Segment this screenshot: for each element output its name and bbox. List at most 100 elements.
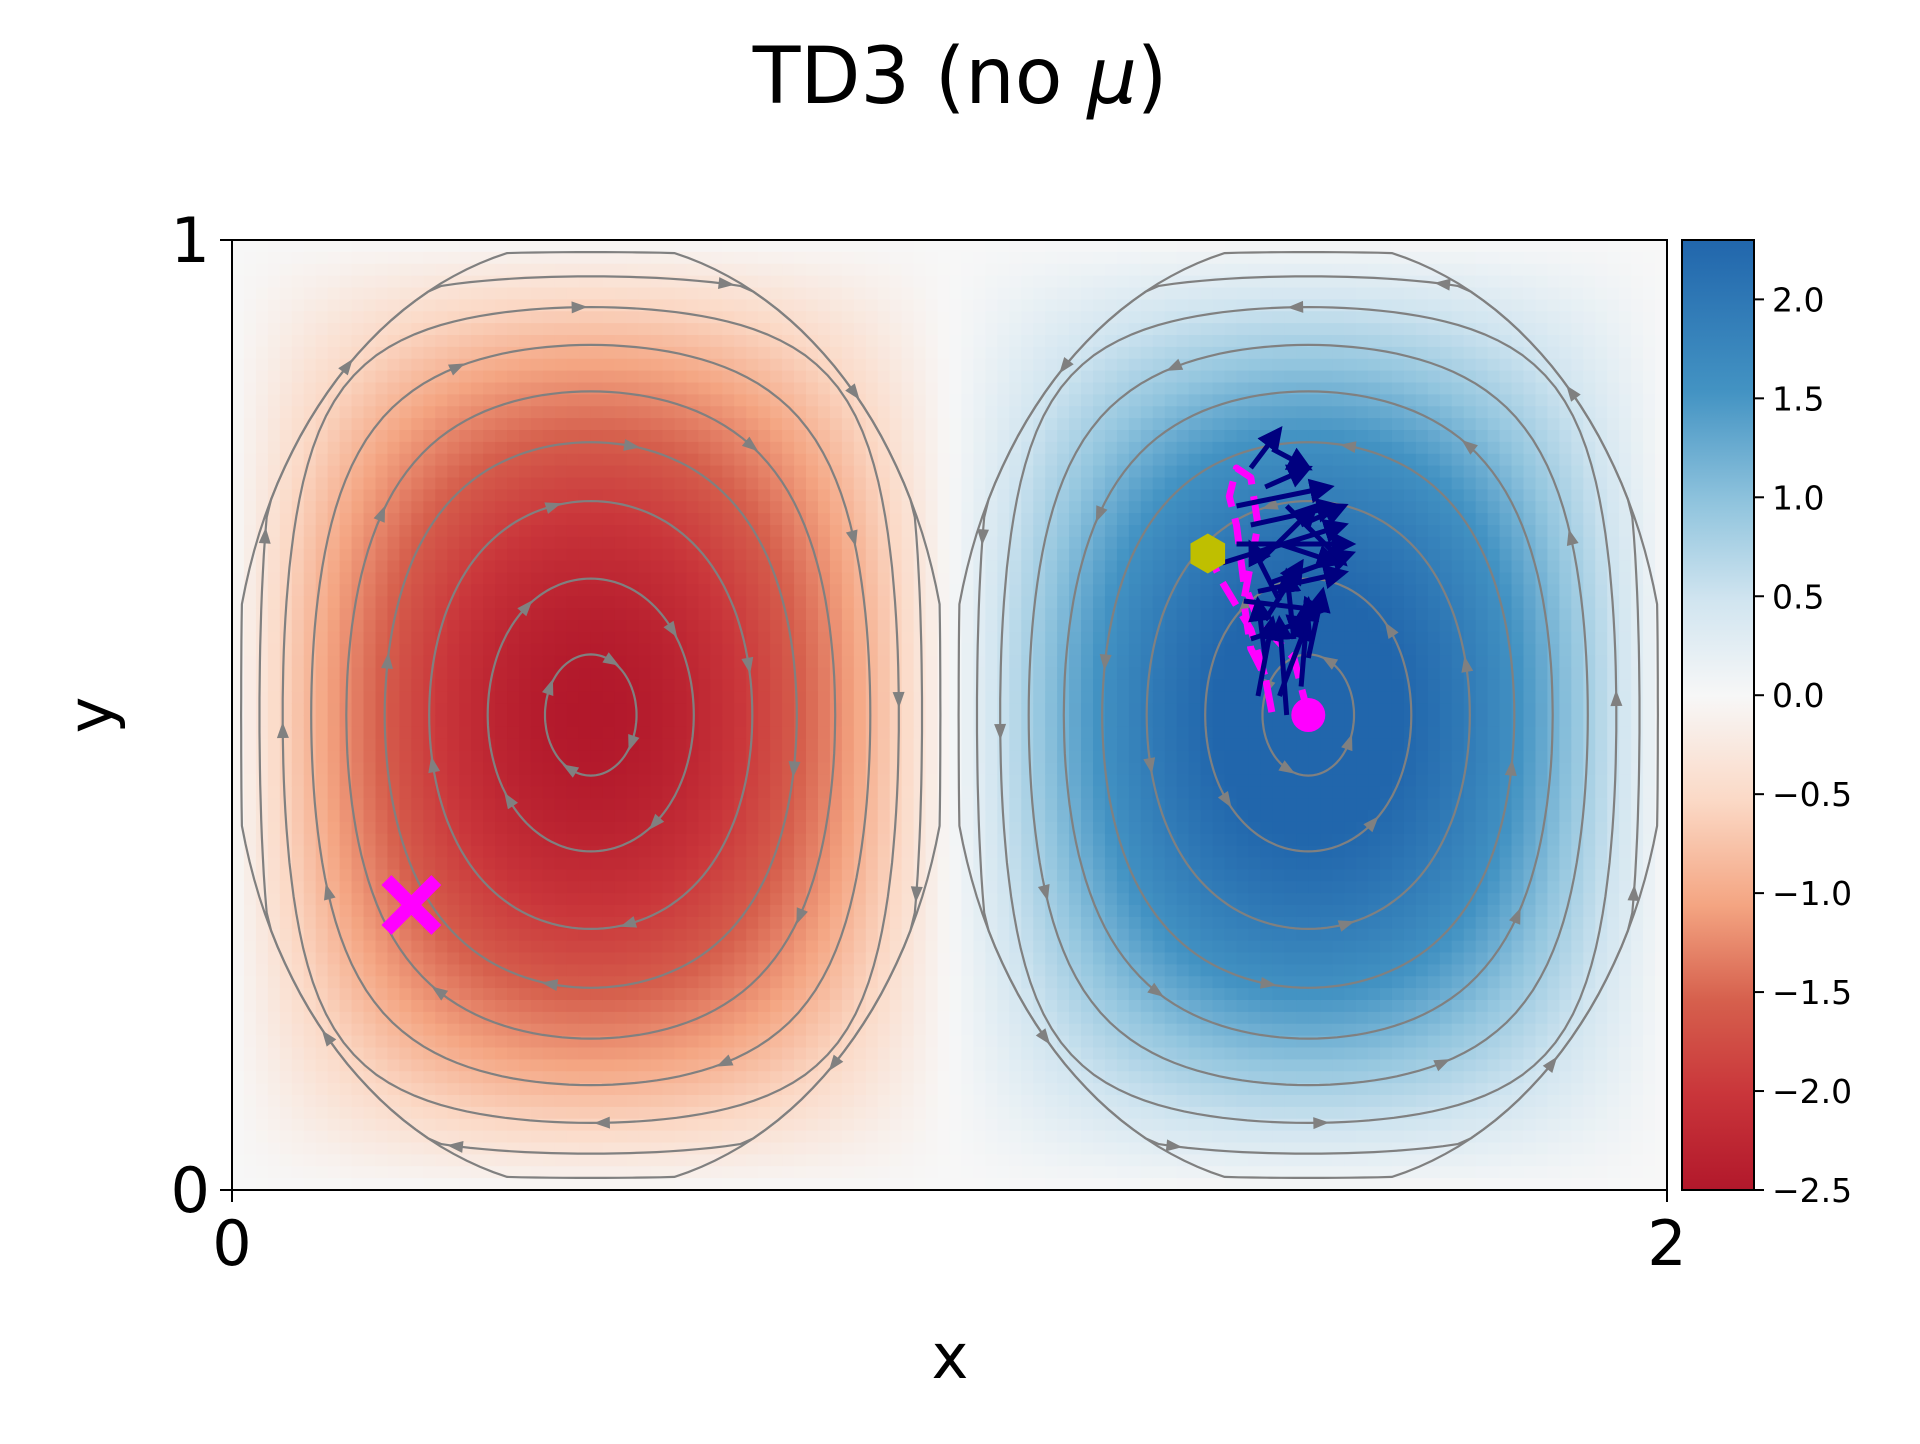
heatmap-cell	[638, 940, 652, 954]
heatmap-cell	[806, 786, 819, 799]
heatmap-cell	[698, 679, 711, 692]
heatmap-cell	[459, 394, 472, 407]
heatmap-cell	[722, 501, 735, 514]
heatmap-cell	[937, 263, 951, 277]
heatmap-cell	[626, 1000, 640, 1013]
heatmap-cell	[279, 952, 293, 965]
heatmap-cell	[519, 501, 532, 514]
heatmap-cell	[375, 774, 389, 787]
heatmap-cell	[351, 1095, 365, 1108]
heatmap-cell	[722, 786, 735, 799]
heatmap-cell	[315, 964, 329, 977]
heatmap-cell	[710, 608, 723, 621]
heatmap-cell	[806, 501, 819, 514]
heatmap-cell	[507, 572, 520, 585]
heatmap-cell	[662, 311, 676, 324]
heatmap-cell	[423, 335, 436, 348]
heatmap-cell	[291, 1071, 305, 1084]
heatmap-cell	[853, 299, 867, 312]
heatmap-cell	[590, 976, 604, 989]
heatmap-cell	[291, 1118, 305, 1132]
heatmap-cell	[542, 869, 556, 882]
heatmap-cell	[423, 465, 436, 479]
heatmap-cell	[829, 964, 843, 977]
heatmap-cell	[279, 358, 293, 372]
heatmap-cell	[327, 441, 341, 455]
heatmap-cell	[519, 370, 532, 384]
heatmap-cell	[363, 501, 377, 514]
heatmap-cell	[554, 287, 568, 300]
heatmap-cell	[949, 275, 963, 289]
heatmap-cell	[806, 275, 819, 289]
heatmap-cell	[841, 608, 855, 621]
heatmap-cell	[913, 1118, 927, 1132]
heatmap-cell	[602, 299, 616, 312]
heatmap-cell	[626, 370, 640, 384]
heatmap-cell	[530, 703, 544, 716]
heatmap-cell	[638, 406, 652, 419]
heatmap-cell	[746, 418, 759, 431]
heatmap-cell	[817, 1178, 831, 1190]
heatmap-cell	[829, 548, 843, 562]
heatmap-cell	[710, 893, 723, 906]
heatmap-cell	[734, 465, 747, 479]
heatmap-cell	[758, 833, 771, 847]
heatmap-cell	[746, 833, 759, 847]
heatmap-cell	[973, 465, 986, 479]
heatmap-cell	[722, 572, 735, 585]
heatmap-cell	[853, 643, 867, 657]
heatmap-cell	[411, 1047, 424, 1060]
heatmap-cell	[913, 631, 927, 645]
heatmap-cell	[638, 323, 652, 336]
heatmap-cell	[566, 952, 580, 965]
heatmap-cell	[459, 1083, 472, 1096]
heatmap-cell	[303, 489, 317, 502]
heatmap-cell	[973, 323, 986, 336]
heatmap-cell	[734, 382, 747, 395]
heatmap-cell	[829, 251, 843, 265]
heatmap-cell	[507, 916, 520, 930]
heatmap-cell	[578, 370, 592, 384]
heatmap-cell	[698, 1166, 711, 1179]
heatmap-cell	[363, 287, 377, 300]
heatmap-cell	[507, 703, 520, 716]
heatmap-cell	[303, 881, 317, 894]
heatmap-cell	[542, 786, 556, 799]
heatmap-cell	[232, 940, 245, 954]
heatmap-cell	[590, 465, 604, 479]
heatmap-cell	[614, 620, 628, 633]
heatmap-cell	[542, 311, 556, 324]
heatmap-cell	[889, 1166, 903, 1179]
heatmap-cell	[519, 821, 532, 835]
heatmap-cell	[829, 726, 843, 740]
heatmap-cell	[722, 1166, 735, 1179]
heatmap-cell	[530, 477, 544, 490]
heatmap-cell	[423, 1023, 436, 1037]
heatmap-cell	[375, 572, 389, 585]
heatmap-cell	[255, 1000, 269, 1013]
heatmap-cell	[542, 940, 556, 954]
heatmap-cell	[459, 786, 472, 799]
heatmap-cell	[471, 691, 484, 704]
heatmap-cell	[495, 703, 508, 716]
heatmap-cell	[841, 1047, 855, 1060]
heatmap-cell	[877, 762, 891, 775]
heatmap-cell	[399, 525, 412, 538]
heatmap-cell	[411, 750, 424, 764]
heatmap-cell	[315, 489, 329, 502]
heatmap-cell	[554, 631, 568, 645]
heatmap-cell	[794, 430, 807, 443]
heatmap-cell	[578, 762, 592, 775]
heatmap-cell	[578, 620, 592, 633]
heatmap-cell	[447, 810, 460, 823]
heatmap-cell	[459, 738, 472, 752]
heatmap-cell	[853, 1118, 867, 1132]
heatmap-cell	[339, 346, 353, 360]
heatmap-cell	[566, 323, 580, 336]
heatmap-cell	[243, 893, 257, 906]
heatmap-cell	[770, 798, 783, 811]
heatmap-cell	[710, 430, 723, 443]
heatmap-cell	[566, 620, 580, 633]
heatmap-cell	[853, 667, 867, 680]
heatmap-cell	[841, 584, 855, 597]
